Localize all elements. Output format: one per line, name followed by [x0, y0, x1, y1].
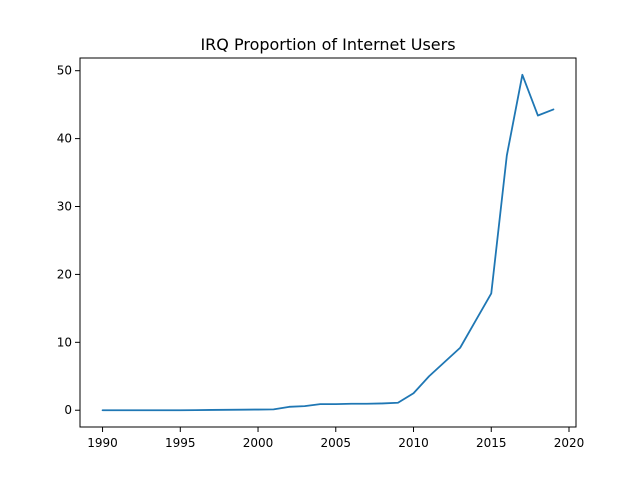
x-tick-label: 2015 — [476, 436, 507, 450]
x-tick-label: 1995 — [165, 436, 196, 450]
chart-title: IRQ Proportion of Internet Users — [200, 35, 455, 54]
y-tick-label: 50 — [57, 64, 72, 78]
x-tick-label: 2020 — [554, 436, 585, 450]
y-tick-label: 20 — [57, 267, 72, 281]
x-tick-label: 2010 — [398, 436, 429, 450]
y-tick-label: 0 — [64, 403, 72, 417]
y-tick-label: 40 — [57, 132, 72, 146]
y-tick-label: 30 — [57, 200, 72, 214]
x-tick-label: 2005 — [321, 436, 352, 450]
x-tick-label: 2000 — [243, 436, 274, 450]
y-tick-label: 10 — [57, 335, 72, 349]
x-tick-label: 1990 — [87, 436, 118, 450]
